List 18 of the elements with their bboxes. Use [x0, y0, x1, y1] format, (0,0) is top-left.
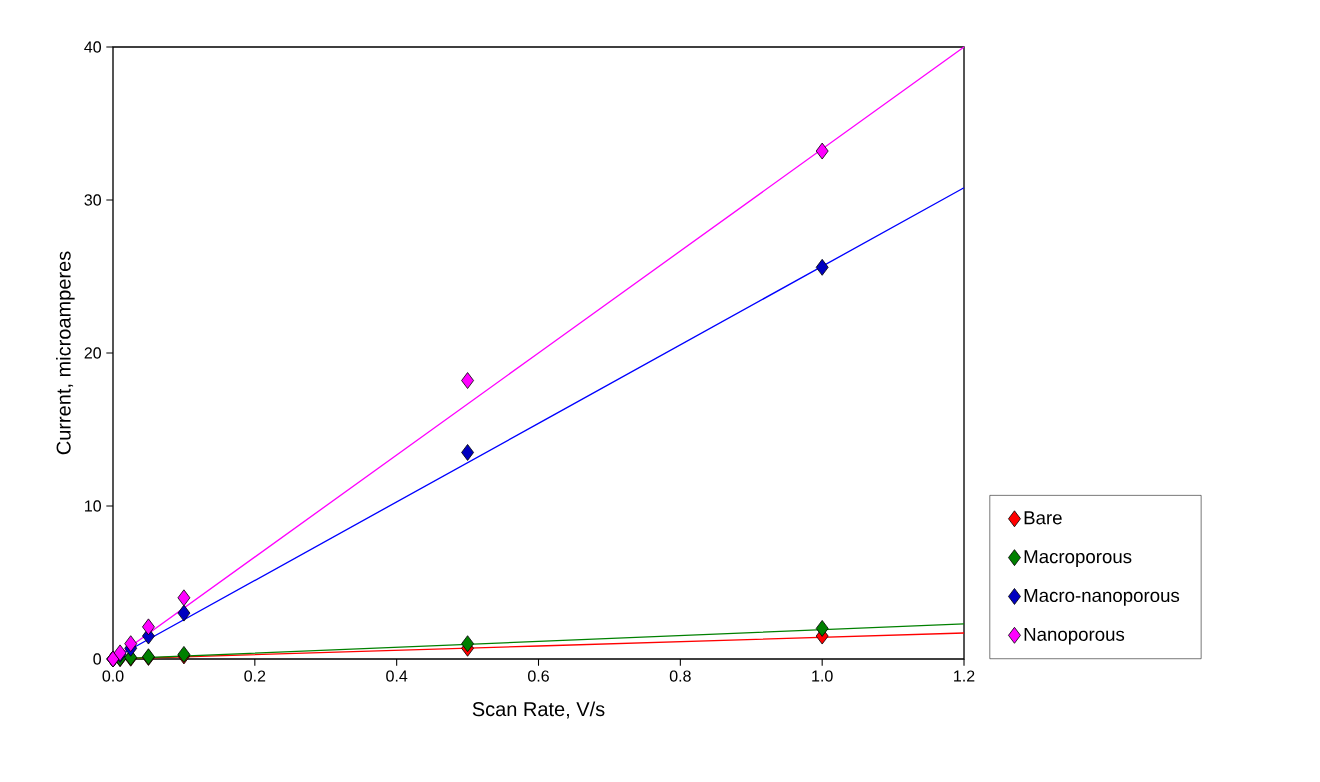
x-tick-label: 0.2 [244, 670, 266, 682]
y-tick-label: 20 [84, 347, 101, 359]
y-tick-label: 0 [93, 653, 102, 665]
legend-label: Macro-nanoporous [1024, 589, 1180, 606]
x-tick-label: 0.6 [528, 670, 549, 682]
y-tick-label: 30 [84, 194, 101, 206]
x-tick-label: 0.8 [669, 670, 691, 682]
legend-label: Bare [1024, 511, 1062, 525]
legend-label: Macroporous [1024, 550, 1132, 567]
x-tick-label: 0.4 [386, 670, 408, 682]
y-tick-label: 10 [85, 500, 101, 512]
x-tick-label: 1.2 [954, 670, 975, 682]
y-tick-label: 40 [84, 41, 101, 53]
y-axis-title: Current, microamperes [56, 251, 75, 455]
legend-label: Nanoporous [1024, 627, 1125, 645]
x-axis-title: Scan Rate, V/s [472, 701, 605, 719]
x-tick-label: 0.0 [102, 670, 124, 682]
x-tick-label: 1.0 [812, 670, 833, 682]
